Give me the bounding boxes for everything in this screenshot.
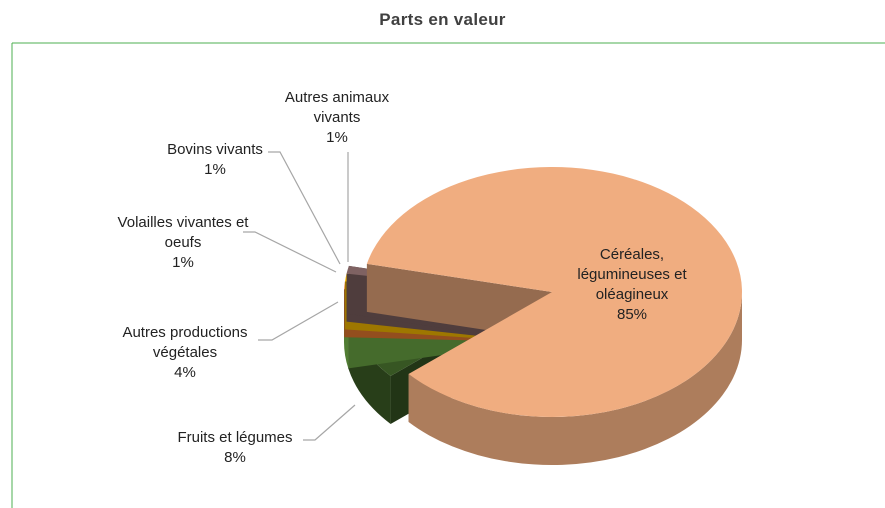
category-label: Céréales, légumineuses et oléagineux (577, 246, 687, 303)
leader-line (268, 151, 341, 265)
pie (344, 167, 742, 466)
value-label: 1% (172, 254, 194, 271)
slice-label: Autres animaux vivants 1% (275, 88, 400, 148)
slice-label: Volailles vivantes et oeufs 1% (111, 213, 256, 273)
slice-label: Bovins vivants 1% (145, 140, 285, 180)
leader-line (258, 301, 339, 341)
category-label: Autres animaux vivants (284, 89, 390, 126)
value-label: 85% (616, 306, 648, 323)
category-label: Autres productions végétales (122, 324, 248, 361)
leader-lines (243, 151, 356, 441)
value-label: 8% (224, 449, 246, 466)
leader-line (243, 231, 337, 273)
category-label: Fruits et légumes (177, 429, 293, 446)
category-label: Volailles vivantes et oeufs (117, 214, 249, 251)
slice-label: Fruits et légumes 8% (155, 428, 315, 468)
pie-slice (366, 167, 742, 417)
leader-line (303, 404, 356, 441)
value-label: 1% (326, 129, 348, 146)
slice-label: Autres productions végétales 4% (110, 323, 260, 383)
value-label: 4% (174, 364, 196, 381)
slice-wall (408, 292, 742, 466)
chart-title: Parts en valeur (379, 10, 506, 29)
category-label: Bovins vivants (167, 141, 263, 158)
slice-label: Céréales, légumineuses et oléagineux 85% (567, 245, 697, 325)
value-label: 1% (204, 161, 226, 178)
